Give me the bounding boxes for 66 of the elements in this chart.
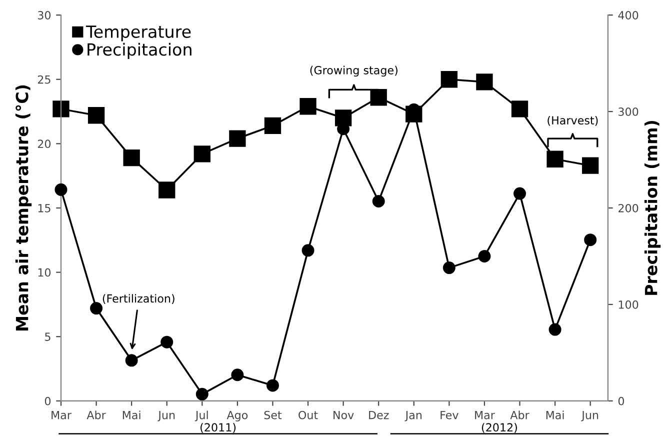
legend-label: Temperature — [86, 26, 191, 42]
point — [52, 100, 70, 118]
x-tick-label: Ago — [226, 410, 248, 422]
y-tick-label: 30 — [38, 11, 51, 20]
point — [266, 379, 279, 392]
x-tick-label: Jan — [404, 410, 422, 422]
point — [88, 107, 105, 124]
y-tick-label: 0 — [44, 396, 51, 406]
y2-axis-title: Precipitation (mm) — [644, 120, 661, 295]
annotation: (Fertilization) — [102, 294, 174, 304]
y2-tick-label: 200 — [618, 204, 638, 212]
point — [160, 336, 174, 348]
point — [302, 244, 314, 257]
x-tick-label: Mar — [475, 410, 495, 420]
point — [370, 89, 387, 106]
y-tick-label: 20 — [38, 140, 51, 148]
y-axis-title: Mean air temperature (°C) — [15, 85, 32, 330]
x-tick-label: Jul — [194, 410, 208, 422]
point — [231, 368, 244, 382]
point — [514, 187, 526, 200]
point — [476, 74, 493, 90]
point — [442, 262, 456, 274]
text: (2011) — [200, 422, 236, 433]
point — [582, 157, 599, 174]
y2-tick-label: 0 — [618, 396, 624, 406]
x-tick-label: Jun — [158, 410, 175, 422]
x-tick-label: Mai — [546, 410, 564, 420]
y2-tick-label: 300 — [618, 108, 638, 116]
point — [440, 71, 458, 88]
y-tick-label: 5 — [45, 332, 50, 341]
annotation: (Growing stage) — [310, 66, 398, 77]
x-tick-label: Nov — [334, 410, 354, 420]
x-tick-label: Out — [298, 410, 318, 420]
point — [372, 194, 385, 208]
point — [511, 100, 528, 118]
point — [584, 234, 597, 246]
x-tick-label: Set — [264, 410, 282, 420]
x-tick-label: Dez — [369, 410, 389, 420]
point — [125, 354, 138, 367]
x-tick-label: Jun — [581, 410, 598, 422]
x-tick-label: Abr — [510, 410, 530, 420]
point — [54, 183, 68, 196]
point — [90, 302, 103, 315]
x-tick-label: Mar — [52, 410, 72, 420]
x-tick-label: Fev — [440, 410, 458, 420]
x-tick-label: Mai — [122, 410, 140, 420]
x-tick-label: Abr — [86, 410, 106, 420]
y-tick-label: 25 — [38, 75, 50, 84]
text: (2012) — [482, 422, 517, 433]
point — [194, 146, 210, 162]
legend-label: Precipitacion — [88, 42, 192, 59]
point — [478, 250, 491, 262]
y2-tick-label: 400 — [618, 11, 638, 20]
y-tick-label: 15 — [38, 204, 50, 212]
y-tick-label: 10 — [38, 268, 51, 277]
annotation: (Harvest) — [548, 116, 598, 126]
point — [196, 388, 208, 400]
point — [229, 130, 246, 147]
point — [300, 98, 316, 115]
point — [548, 323, 562, 336]
point — [123, 149, 140, 166]
point — [158, 182, 176, 198]
point — [264, 117, 282, 134]
point — [546, 150, 564, 168]
y2-tick-label: 100 — [618, 300, 638, 309]
point — [334, 110, 352, 126]
